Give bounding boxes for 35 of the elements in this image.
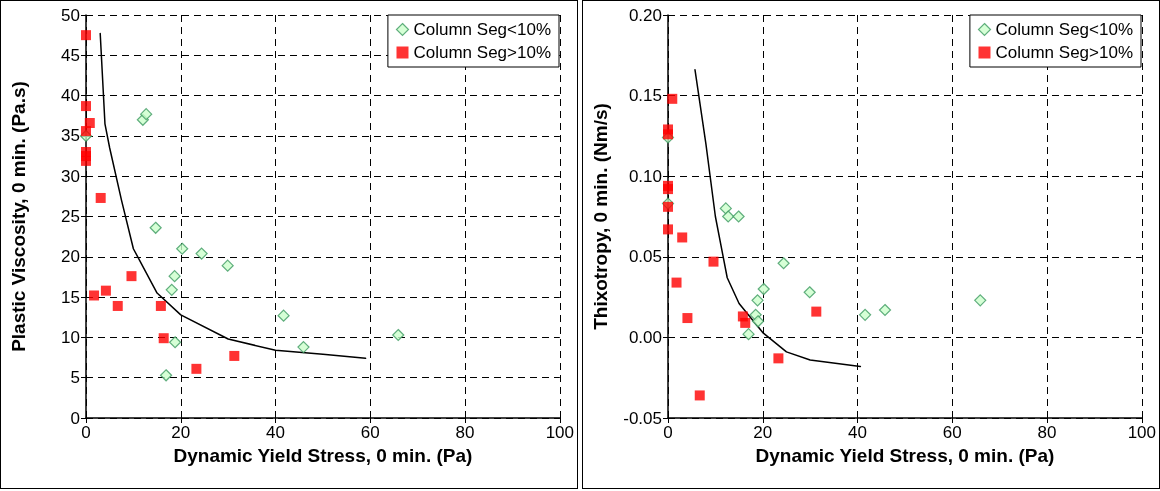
- x-tick-label: 100: [545, 423, 575, 442]
- legend-label: Column Seg<10%: [413, 20, 552, 39]
- y-tick-label: 10: [61, 327, 80, 347]
- y-tick-label: 0.15: [628, 86, 662, 106]
- x-tick-label: 20: [171, 423, 191, 442]
- y-tick-label: 0.05: [628, 247, 662, 267]
- x-tick-label: 60: [360, 423, 380, 442]
- y-tick-label: 30: [61, 166, 80, 186]
- legend-label: Column Seg>10%: [995, 43, 1134, 62]
- x-tick-label: 80: [1037, 423, 1057, 442]
- legend-label: Column Seg<10%: [995, 20, 1134, 39]
- y-tick-label: 0: [70, 408, 80, 428]
- y-tick-label: 50: [61, 5, 80, 25]
- x-axis-title: Dynamic Yield Stress, 0 min. (Pa): [173, 444, 473, 466]
- x-tick-label: 80: [455, 423, 475, 442]
- x-tick-label: 20: [753, 423, 773, 442]
- y-tick-label: 40: [61, 86, 80, 106]
- y-tick-label: 20: [61, 247, 80, 267]
- y-tick-label: 0.00: [628, 327, 662, 347]
- y-tick-label: 45: [61, 45, 80, 65]
- y-tick-label: 0.10: [628, 166, 662, 186]
- y-tick-label: 35: [61, 126, 80, 146]
- x-tick-label: 40: [266, 423, 285, 442]
- y-tick-label: -0.05: [623, 408, 662, 428]
- y-tick-label: 25: [61, 207, 80, 226]
- y-tick-label: 5: [70, 368, 80, 388]
- y-axis-title: Plastic Viscosity, 0 min. (Pa.s): [8, 81, 29, 352]
- y-tick-label: 15: [61, 287, 80, 307]
- y-axis-title: Thixotropy, 0 min. (Nm/s): [590, 103, 611, 330]
- x-tick-label: 100: [1127, 423, 1157, 442]
- x-axis-title: Dynamic Yield Stress, 0 min. (Pa): [755, 444, 1055, 466]
- y-tick-label: 0.20: [628, 5, 662, 25]
- legend-label: Column Seg>10%: [413, 43, 552, 62]
- x-tick-label: 60: [942, 423, 962, 442]
- x-tick-label: 40: [848, 423, 867, 442]
